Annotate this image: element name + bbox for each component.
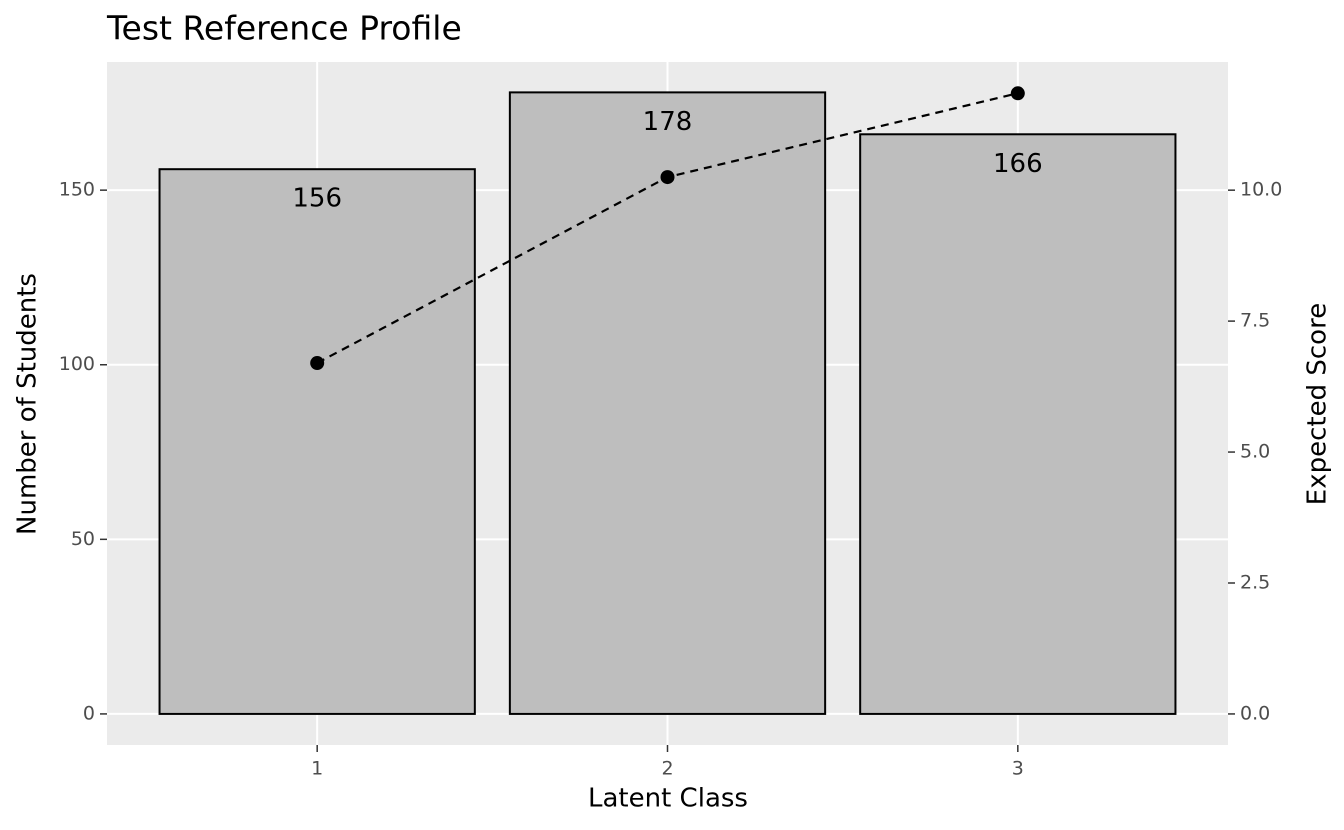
bar xyxy=(859,133,1177,715)
bar-value-label: 178 xyxy=(643,107,693,137)
x-tick-label: 2 xyxy=(661,758,673,780)
point xyxy=(1010,86,1025,101)
chart-title: Test Reference Profile xyxy=(106,9,462,48)
y-tick-label: 150 xyxy=(59,179,95,201)
y2-tick-label: 0.0 xyxy=(1240,702,1270,724)
y2-tick-label: 2.5 xyxy=(1240,571,1270,593)
y-tick-label: 100 xyxy=(59,353,95,375)
bar-value-label: 166 xyxy=(993,149,1043,179)
x-axis-title: Latent Class xyxy=(588,784,748,814)
bar xyxy=(508,91,827,715)
y-axis-title: Number of Students xyxy=(13,273,43,535)
y-tick-label: 50 xyxy=(71,528,95,550)
x-tick-label: 3 xyxy=(1012,758,1024,780)
y2-tick-label: 5.0 xyxy=(1240,441,1270,463)
y2-tick-label: 10.0 xyxy=(1240,179,1282,201)
point xyxy=(660,170,675,185)
bar xyxy=(158,168,476,715)
y2-axis-title: Expected Score xyxy=(1303,303,1333,505)
y2-tick-label: 7.5 xyxy=(1240,310,1270,332)
point xyxy=(310,356,325,371)
bar-value-label: 156 xyxy=(292,184,342,214)
x-tick-label: 1 xyxy=(311,758,323,780)
y-tick-label: 0 xyxy=(83,702,95,724)
